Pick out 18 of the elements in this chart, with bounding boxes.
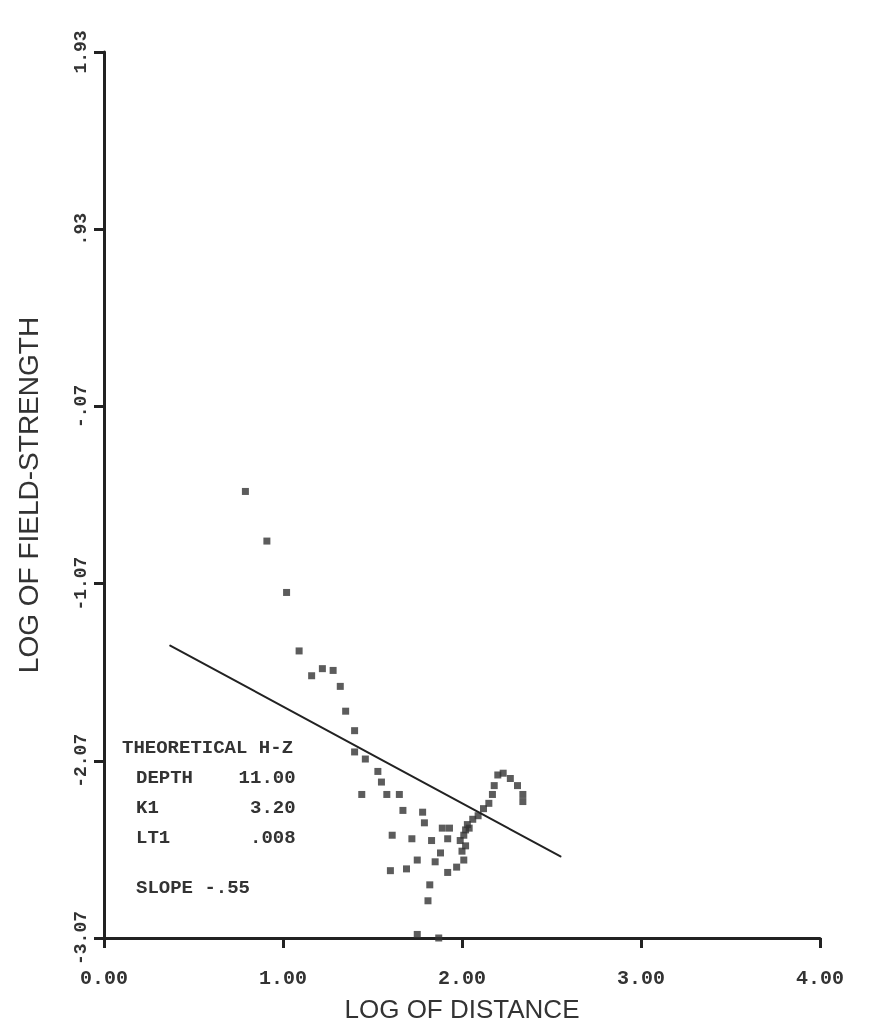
y-tick-label: -1.07 (71, 556, 91, 611)
annotation: SLOPE -.55 (136, 876, 251, 899)
x-tick-label: 1.00 (258, 966, 308, 990)
y-tick-label: -3.07 (71, 910, 91, 966)
y-tick-label: -.07 (71, 384, 91, 429)
y-tick-label: -2.07 (71, 733, 91, 788)
annotation: DEPTH 11.00 (136, 766, 296, 789)
x-axis-title: LOG OF DISTANCE (344, 994, 580, 1024)
annotation: LT1 .008 (136, 826, 296, 849)
x-tick-label: 0.00 (79, 966, 129, 990)
annotation: THEORETICAL H-Z (122, 736, 294, 759)
x-tick-label: 3.00 (616, 966, 666, 990)
y-axis-title: LOG OF FIELD-STRENGTH (12, 316, 44, 674)
x-tick-label: 2.00 (437, 966, 487, 990)
x-tick-label: 4.00 (795, 966, 845, 990)
annotation: K1 3.20 (136, 796, 296, 819)
y-tick-label: 1.93 (71, 30, 91, 74)
y-tick-label: .93 (71, 213, 91, 246)
